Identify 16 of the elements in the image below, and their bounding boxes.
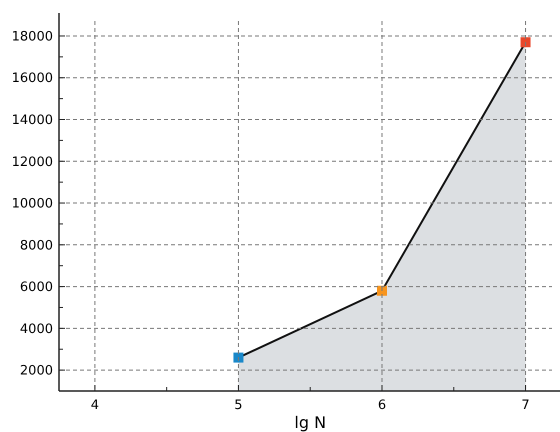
- x-tick-label: 4: [90, 398, 100, 413]
- x-axis-title: lg N: [294, 413, 326, 432]
- y-tick-label: 12000: [12, 154, 53, 170]
- point: [233, 352, 244, 363]
- point: [520, 37, 531, 48]
- x-tick-label: 7: [521, 398, 530, 413]
- y-tick-label: 6000: [20, 280, 53, 296]
- y-tick-label: 18000: [12, 29, 53, 44]
- y-tick-label: 14000: [12, 113, 53, 128]
- y-tick-label: 16000: [12, 71, 53, 86]
- x-tick-label: 5: [234, 398, 243, 413]
- x-tick-label: 6: [378, 398, 386, 413]
- y-tick-label: 8000: [20, 238, 53, 254]
- y-tick-label: 4000: [20, 322, 53, 337]
- y-tick-label: 2000: [20, 364, 53, 379]
- y-tick-label: 10000: [12, 196, 53, 212]
